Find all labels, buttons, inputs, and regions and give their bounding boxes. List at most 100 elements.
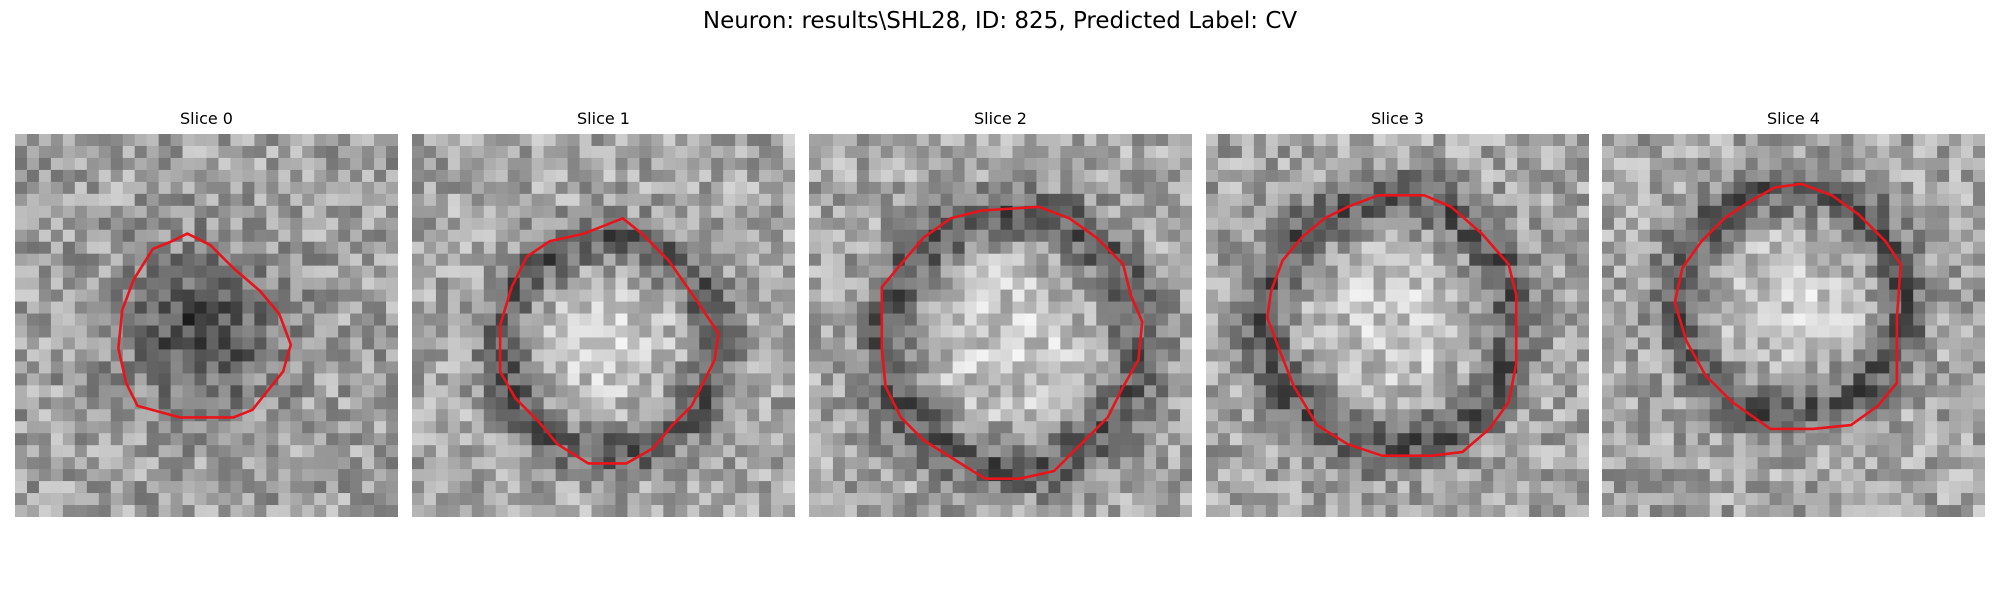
pixel-cell [687, 301, 700, 315]
pixel-cell [62, 433, 76, 446]
pixel-cell [1096, 277, 1109, 291]
pixel-cell [50, 265, 64, 279]
pixel-cell [735, 313, 748, 327]
pixel-cell [832, 181, 846, 195]
pixel-cell [459, 469, 473, 482]
pixel-cell [1901, 409, 1914, 422]
pixel-cell [1433, 134, 1446, 147]
pixel-cell [1361, 217, 1375, 231]
pixel-cell [639, 313, 652, 327]
pixel-cell [591, 277, 605, 291]
pixel-cell [1769, 289, 1783, 303]
pixel-cell [603, 313, 617, 327]
pixel-cell [1120, 169, 1133, 183]
pixel-cell [471, 181, 485, 195]
pixel-cell [988, 313, 1002, 327]
pixel-cell [86, 301, 100, 315]
pixel-cell [386, 457, 398, 470]
pixel-cell [447, 193, 461, 207]
pixel-cell [122, 361, 136, 374]
pixel-cell [26, 205, 40, 219]
pixel-cell [988, 169, 1002, 183]
pixel-cell [1084, 349, 1097, 363]
pixel-cell [1000, 373, 1014, 386]
pixel-cell [1757, 277, 1771, 291]
pixel-cell [1072, 337, 1085, 351]
pixel-cell [928, 349, 942, 363]
pixel-cell [615, 169, 629, 183]
pixel-cell [1865, 265, 1878, 279]
pixel-cell [38, 409, 52, 422]
pixel-cell [675, 349, 688, 363]
pixel-cell [1829, 301, 1842, 315]
pixel-cell [699, 277, 712, 291]
pixel-cell [1132, 134, 1145, 147]
pixel-cell [1625, 301, 1639, 315]
pixel-cell [1541, 385, 1554, 398]
pixel-cell [687, 373, 700, 386]
pixel-cell [1865, 337, 1878, 351]
pixel-cell [1877, 169, 1890, 183]
pixel-cell [1793, 241, 1807, 255]
pixel-cell [675, 397, 688, 410]
pixel-cell [579, 421, 593, 434]
pixel-cell [1481, 313, 1494, 327]
pixel-cell [1973, 433, 1985, 446]
pixel-cell [687, 145, 700, 159]
pixel-cell [783, 217, 795, 231]
pixel-cell [928, 481, 942, 494]
pixel-cell [1409, 265, 1423, 279]
pixel-cell [1229, 457, 1243, 470]
pixel-cell [412, 457, 425, 470]
pixel-cell [242, 229, 255, 243]
pixel-cell [543, 253, 557, 267]
pixel-cell [1385, 253, 1399, 267]
pixel-cell [747, 265, 760, 279]
pixel-cell [603, 337, 617, 351]
pixel-cell [471, 445, 485, 458]
pixel-cell [1156, 313, 1169, 327]
pixel-cell [1541, 313, 1554, 327]
pixel-cell [675, 301, 688, 315]
pixel-cell [495, 145, 509, 159]
pixel-cell [1541, 409, 1554, 422]
pixel-cell [1853, 433, 1866, 446]
pixel-cell [809, 505, 822, 517]
pixel-cell [362, 469, 375, 482]
pixel-cell [459, 409, 473, 422]
pixel-cell [386, 134, 398, 147]
pixel-cell [435, 193, 449, 207]
pixel-cell [735, 445, 748, 458]
pixel-cell [1313, 265, 1327, 279]
pixel-cell [1409, 134, 1423, 147]
pixel-cell [627, 313, 641, 327]
pixel-cell [230, 217, 244, 231]
pixel-cell [1901, 289, 1914, 303]
pixel-cell [1096, 313, 1109, 327]
pixel-cell [1156, 373, 1169, 386]
pixel-cell [1277, 289, 1291, 303]
pixel-cell [158, 277, 172, 291]
pixel-cell [1565, 301, 1578, 315]
pixel-cell [844, 301, 858, 315]
pixel-cell [1901, 241, 1914, 255]
pixel-cell [711, 217, 724, 231]
pixel-cell [1168, 493, 1181, 506]
pixel-cell [1024, 229, 1038, 243]
pixel-cell [832, 145, 846, 159]
pixel-cell [230, 337, 244, 351]
pixel-cell [940, 145, 954, 159]
pixel-cell [1961, 181, 1974, 195]
pixel-cell [591, 241, 605, 255]
pixel-cell [1553, 505, 1566, 517]
pixel-cell [495, 481, 509, 494]
pixel-cell [338, 445, 351, 458]
pixel-cell [1493, 289, 1506, 303]
pixel-cell [350, 301, 363, 315]
pixel-cell [1229, 241, 1243, 255]
pixel-cell [1084, 277, 1097, 291]
pixel-cell [1637, 157, 1651, 171]
pixel-cell [50, 205, 64, 219]
pixel-cell [591, 253, 605, 267]
pixel-cell [1865, 241, 1878, 255]
